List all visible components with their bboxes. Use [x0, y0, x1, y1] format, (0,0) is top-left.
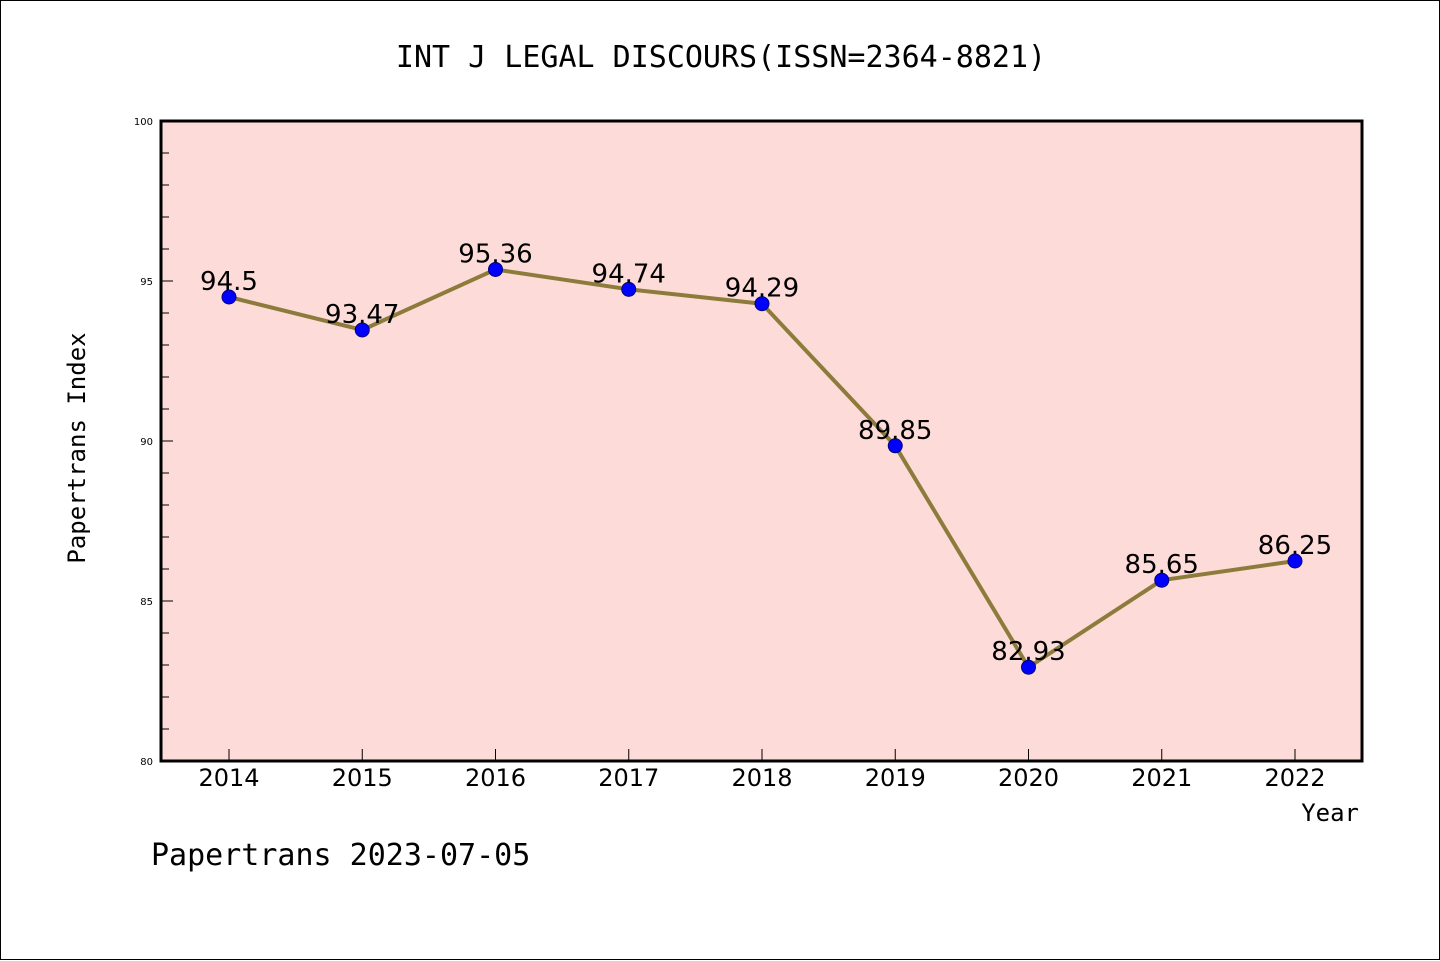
- data-label: 94.5: [200, 267, 258, 297]
- data-label: 93.47: [325, 300, 399, 330]
- y-tick-label: 100: [134, 117, 153, 128]
- x-tick-label: 2014: [198, 764, 259, 792]
- data-point: [1154, 572, 1170, 588]
- y-axis-label: Papertrans Index: [63, 332, 91, 563]
- data-label: 85.65: [1125, 550, 1199, 580]
- plot-area: [159, 119, 1364, 763]
- y-tick-label: 80: [140, 757, 153, 768]
- y-tick-label: 85: [140, 597, 153, 608]
- data-label: 94.29: [725, 274, 799, 304]
- y-tick-label: 95: [140, 277, 153, 288]
- data-labels: 94.5 93.47 95.36 94.74 94.29 89.85 82.93 85.65 8…: [200, 239, 1332, 667]
- data-point: [754, 296, 770, 312]
- data-point: [488, 261, 503, 277]
- x-tick-label: 2018: [731, 764, 792, 792]
- data-label: 82.93: [991, 637, 1065, 667]
- data-label: 89.85: [858, 416, 932, 446]
- y-axis: 80 85 90 95 100: [134, 117, 173, 768]
- x-tick-label: 2022: [1264, 764, 1325, 792]
- data-point: [354, 322, 370, 338]
- data-label: 86.25: [1258, 531, 1332, 561]
- x-tick-label: 2016: [465, 764, 526, 792]
- x-tick-label: 2019: [865, 764, 926, 792]
- footer-text: Papertrans 2023-07-05: [151, 838, 530, 873]
- x-tick-label: 2020: [998, 764, 1059, 792]
- data-point: [221, 289, 237, 305]
- x-tick-label: 2017: [598, 764, 659, 792]
- y-tick-label: 90: [140, 437, 153, 448]
- chart-title: INT J LEGAL DISCOURS(ISSN=2364-8821): [396, 40, 1046, 75]
- data-label: 94.74: [592, 259, 666, 289]
- data-point: [1287, 553, 1303, 569]
- series-markers: [221, 261, 1303, 675]
- x-axis-label: Year: [1301, 799, 1359, 827]
- data-label: 95.36: [458, 239, 532, 269]
- data-point: [1021, 659, 1036, 675]
- x-axis: 2014 2015 2016 2017 2018 2019 2020 2021 2022: [198, 749, 1326, 792]
- data-point: [621, 281, 637, 297]
- data-point: [887, 438, 903, 454]
- x-tick-label: 2015: [332, 764, 393, 792]
- x-tick-label: 2021: [1131, 764, 1192, 792]
